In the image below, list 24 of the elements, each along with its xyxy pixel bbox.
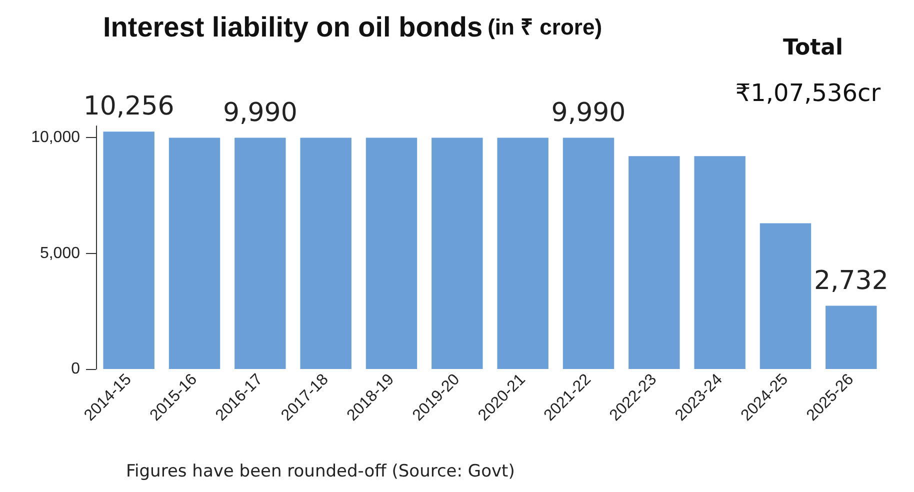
data-label: 9,990 <box>551 98 626 128</box>
bar <box>366 138 418 369</box>
y-tick-label: 5,000 <box>40 244 80 262</box>
text: ₹1,07,536cr <box>735 79 881 107</box>
data-label: 9,990 <box>222 98 298 128</box>
chart-title: Interest liability on oil bonds <box>103 12 483 42</box>
bar <box>103 132 154 369</box>
bar <box>234 138 286 369</box>
bar <box>694 156 746 369</box>
bar <box>432 138 483 369</box>
bar <box>300 138 352 369</box>
text: Total <box>782 36 844 60</box>
bar <box>826 306 877 369</box>
data-label: 2,732 <box>814 266 888 296</box>
y-tick-label: 0 <box>71 360 80 378</box>
bar <box>497 138 548 369</box>
data-label: 10,256 <box>83 92 174 122</box>
bar <box>562 138 614 369</box>
text: Figures have been rounded-off (Source: Govt) <box>126 462 515 482</box>
bar <box>760 223 812 369</box>
bar <box>628 156 680 369</box>
y-tick-label: 10,000 <box>31 129 80 146</box>
chart-subtitle: (in ₹ crore) <box>488 14 602 40</box>
bar <box>168 138 220 369</box>
